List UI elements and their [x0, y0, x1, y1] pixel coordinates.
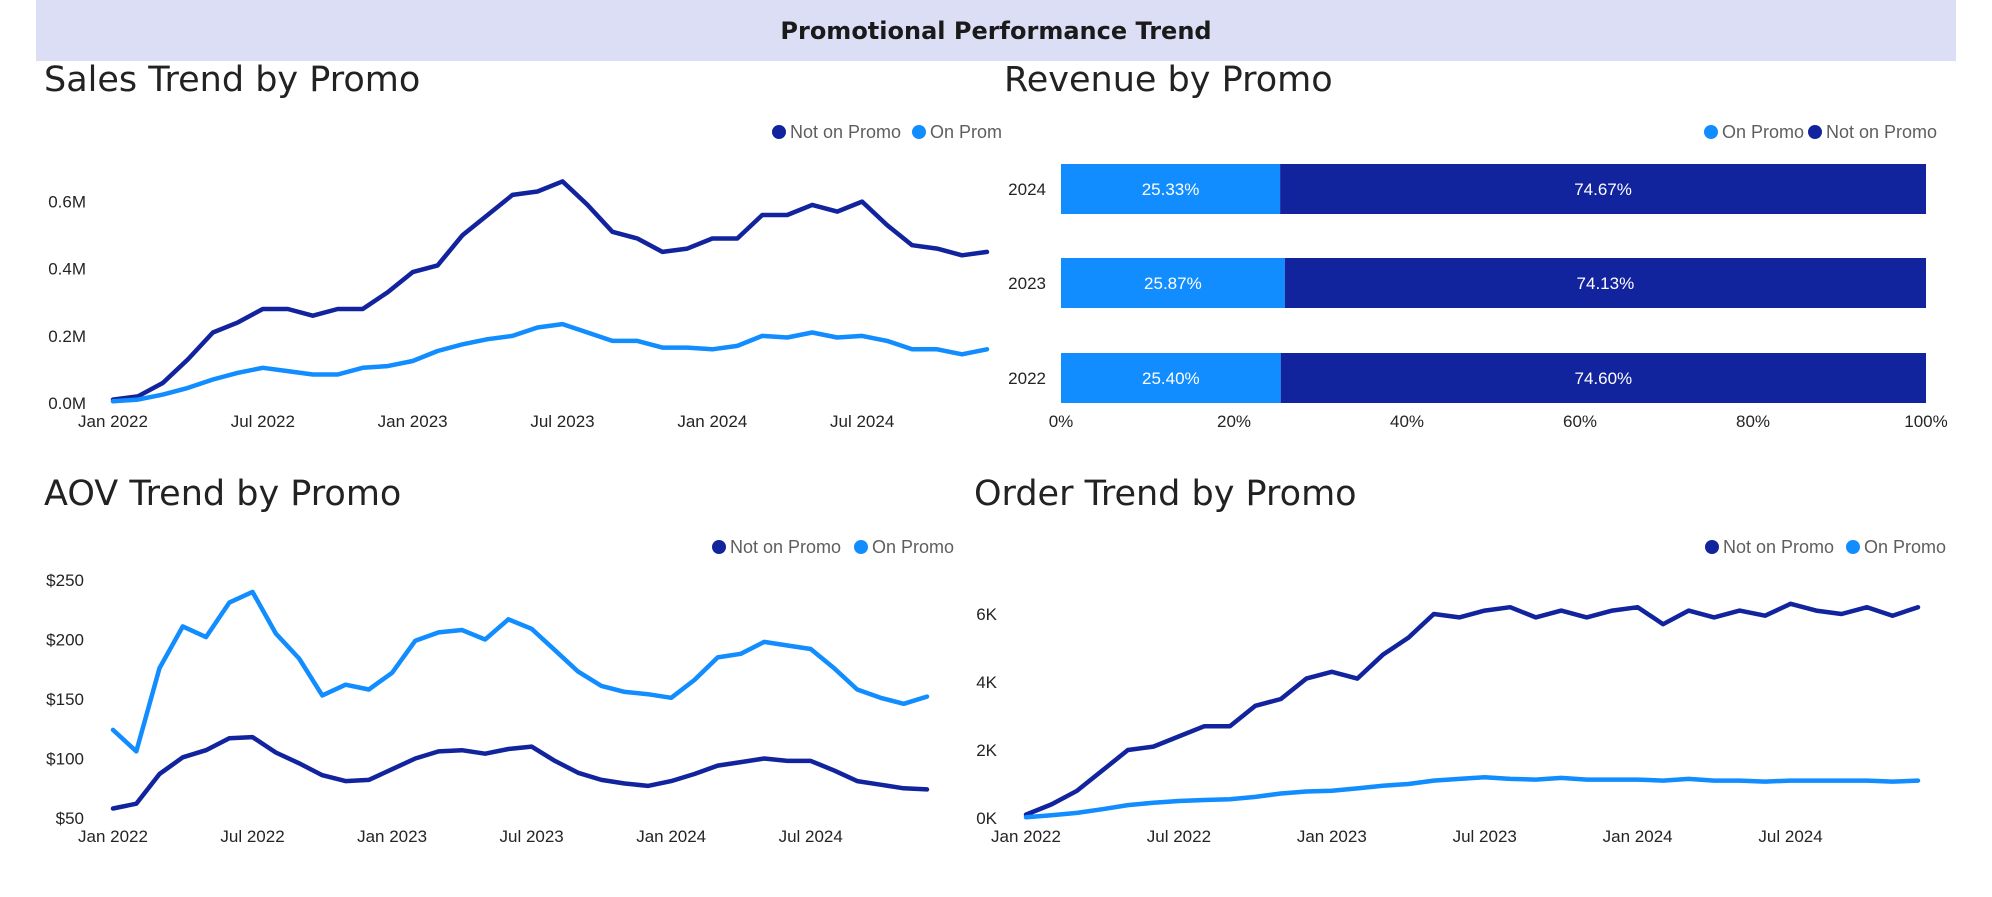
revenue-bar-on-promo [1061, 258, 1285, 308]
sales-y-tick: 0.6M [48, 193, 86, 212]
aov-legend-label: On Promo [872, 537, 954, 557]
revenue-data-label: 25.40% [1142, 369, 1200, 388]
sales-x-tick: Jul 2023 [530, 412, 594, 431]
revenue-legend-marker [1808, 125, 1822, 139]
revenue-legend-marker [1704, 125, 1718, 139]
orders-y-tick: 4K [976, 673, 997, 692]
orders-x-tick: Jan 2022 [991, 827, 1061, 846]
revenue-bar-on-promo [1061, 353, 1281, 403]
revenue-chart-title: Revenue by Promo [1004, 60, 1333, 100]
aov-x-tick: Jan 2023 [357, 827, 427, 846]
orders-series-not-on-promo [1023, 601, 1921, 817]
aov-y-tick: $200 [46, 631, 84, 650]
aov-series-not-on-promo [110, 734, 930, 811]
orders-y-tick: 6K [976, 605, 997, 624]
sales-legend-marker [772, 125, 786, 139]
dashboard-header: Promotional Performance Trend [36, 0, 1956, 61]
revenue-bar-on-promo [1061, 164, 1281, 214]
orders-legend-label: Not on Promo [1723, 537, 1834, 557]
aov-x-tick: Jul 2022 [220, 827, 284, 846]
sales-series-on-promo [110, 321, 990, 404]
aov-x-tick: Jan 2022 [78, 827, 148, 846]
orders-legend-label: On Promo [1864, 537, 1946, 557]
revenue-legend-label: Not on Promo [1826, 122, 1937, 142]
aov-x-tick: Jul 2023 [499, 827, 563, 846]
aov-legend-marker [854, 540, 868, 554]
aov-y-tick: $50 [56, 809, 84, 828]
sales-chart-title: Sales Trend by Promo [44, 60, 421, 100]
revenue-x-tick: 80% [1736, 412, 1770, 431]
revenue-x-tick: 100% [1904, 412, 1947, 431]
sales-y-tick: 0.2M [48, 327, 86, 346]
orders-x-tick: Jul 2024 [1758, 827, 1822, 846]
revenue-x-tick: 20% [1217, 412, 1251, 431]
sales-legend-marker [912, 125, 926, 139]
revenue-data-label: 25.33% [1142, 180, 1200, 199]
aov-x-tick: Jul 2024 [779, 827, 843, 846]
revenue-x-tick: 0% [1049, 412, 1074, 431]
revenue-legend-label: On Promo [1722, 122, 1804, 142]
sales-x-tick: Jul 2022 [231, 412, 295, 431]
sales-x-tick: Jan 2023 [378, 412, 448, 431]
orders-x-tick: Jul 2022 [1147, 827, 1211, 846]
revenue-bar-not-on-promo [1280, 164, 1926, 214]
sales-legend-label: Not on Promo [790, 122, 901, 142]
revenue-bar-not-on-promo [1280, 353, 1926, 403]
sales-y-tick: 0.0M [48, 394, 86, 413]
revenue-x-tick: 40% [1390, 412, 1424, 431]
aov-y-tick: $100 [46, 750, 84, 769]
orders-y-tick: 0K [976, 809, 997, 828]
aov-series-on-promo [110, 589, 930, 754]
orders-legend-marker [1846, 540, 1860, 554]
revenue-category-label: 2024 [1008, 180, 1046, 199]
aov-y-tick: $150 [46, 690, 84, 709]
dashboard-title: Promotional Performance Trend [780, 16, 1212, 45]
orders-legend-marker [1705, 540, 1719, 554]
sales-legend-label: On Prom [930, 122, 1002, 142]
revenue-data-label: 25.87% [1144, 274, 1202, 293]
sales-y-tick: 0.4M [48, 260, 86, 279]
revenue-category-label: 2023 [1008, 274, 1046, 293]
aov-legend-label: Not on Promo [730, 537, 841, 557]
orders-x-tick: Jan 2023 [1297, 827, 1367, 846]
sales-x-tick: Jul 2024 [830, 412, 894, 431]
aov-chart-title: AOV Trend by Promo [44, 474, 402, 514]
revenue-x-tick: 60% [1563, 412, 1597, 431]
orders-series-on-promo [1023, 774, 1921, 820]
orders-x-tick: Jul 2023 [1453, 827, 1517, 846]
revenue-data-label: 74.60% [1575, 369, 1633, 388]
sales-series-not-on-promo [110, 179, 990, 402]
sales-x-tick: Jan 2024 [677, 412, 747, 431]
aov-legend-marker [712, 540, 726, 554]
orders-x-tick: Jan 2024 [1603, 827, 1673, 846]
revenue-category-label: 2022 [1008, 369, 1046, 388]
aov-x-tick: Jan 2024 [636, 827, 706, 846]
aov-y-tick: $250 [46, 571, 84, 590]
revenue-data-label: 74.13% [1577, 274, 1635, 293]
revenue-bar-not-on-promo [1284, 258, 1926, 308]
orders-chart-title: Order Trend by Promo [974, 474, 1357, 514]
sales-x-tick: Jan 2022 [78, 412, 148, 431]
revenue-data-label: 74.67% [1574, 180, 1632, 199]
orders-y-tick: 2K [976, 741, 997, 760]
